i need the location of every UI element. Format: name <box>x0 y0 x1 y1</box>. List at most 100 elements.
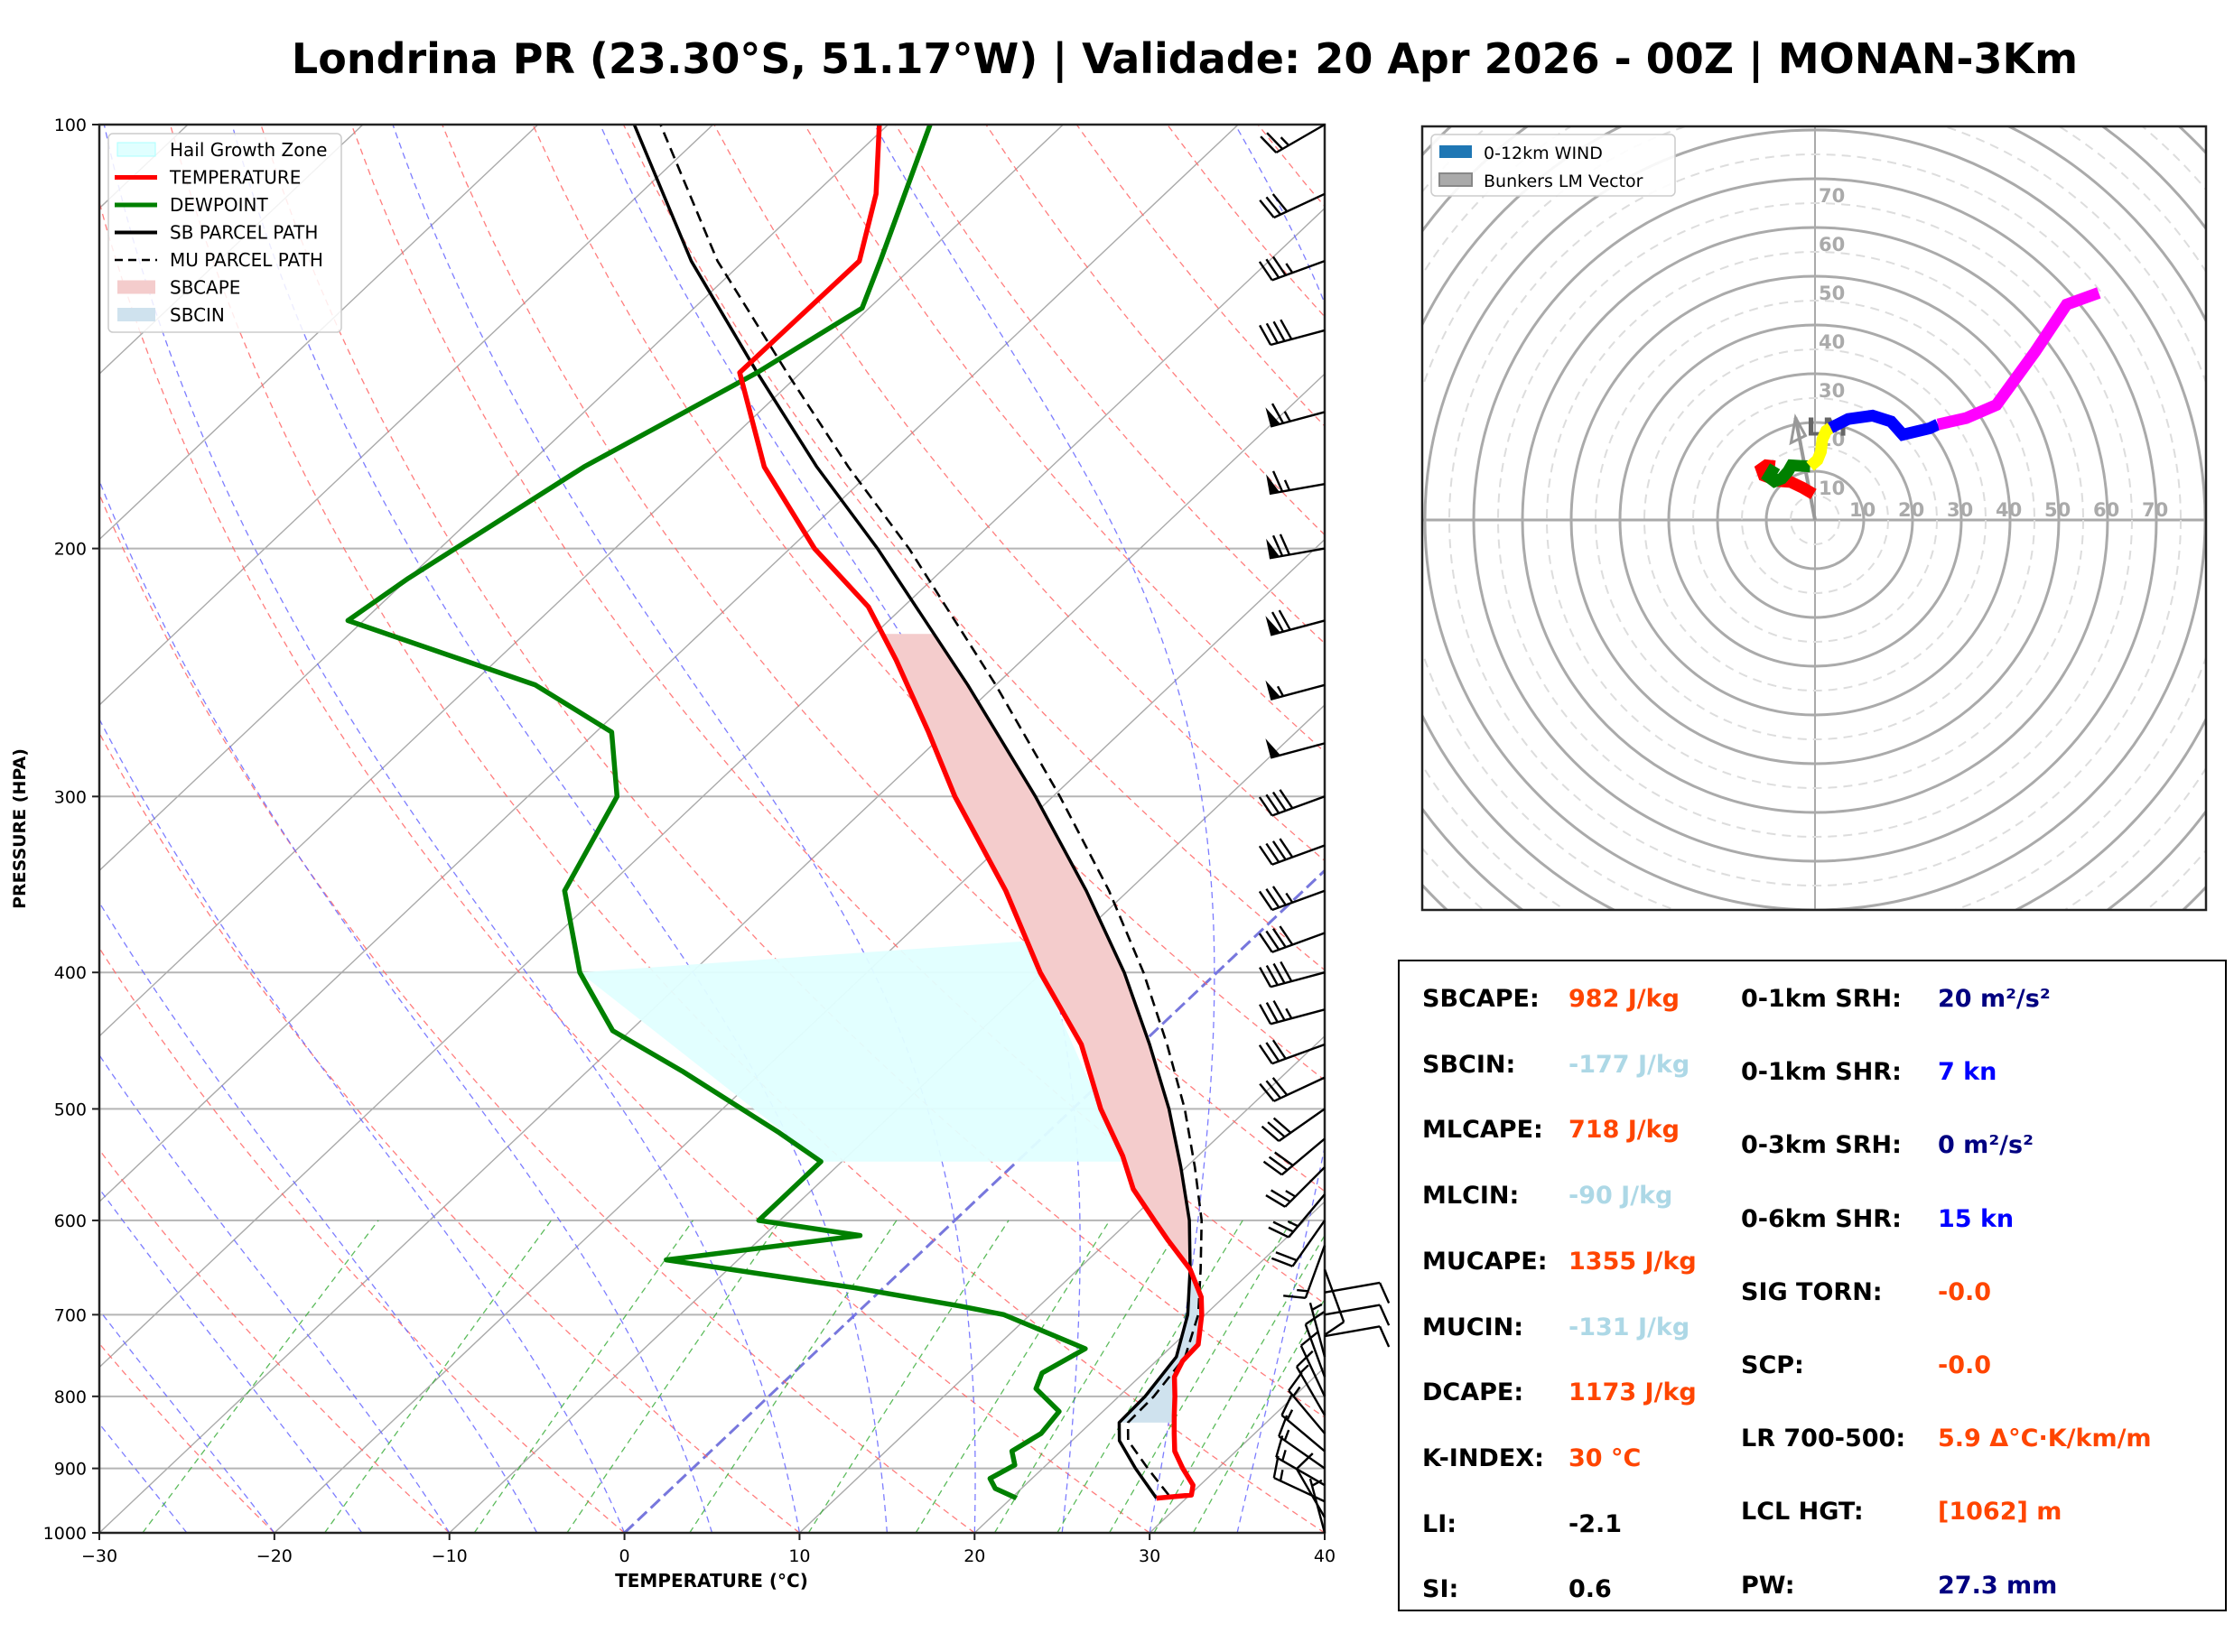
wind-barb <box>1271 1220 1326 1267</box>
barb-full <box>1279 838 1294 858</box>
barb-staff <box>1280 1414 1326 1452</box>
barb-staff <box>1275 123 1326 154</box>
wind-barb <box>1258 886 1326 912</box>
dewpoint-line <box>345 125 1088 1501</box>
barb-staff <box>1308 1302 1326 1358</box>
isotherm-line <box>449 704 1325 1533</box>
barb-full <box>1265 964 1279 986</box>
y-axis-label: PRESSURE (HPA) <box>10 748 30 909</box>
stat-label: 0-3km SRH: <box>1741 1131 1902 1160</box>
moist-adiabat <box>99 1053 451 1533</box>
barb-staff <box>1275 1456 1326 1487</box>
dry-adiabat <box>99 947 625 1533</box>
wind-barb <box>1258 255 1326 282</box>
barb-full <box>1280 1394 1293 1416</box>
hodo-ring-label-x: 20 <box>1898 499 1924 521</box>
y-tick-label: 600 <box>54 1211 87 1231</box>
stat-label: SIG TORN: <box>1741 1277 1883 1306</box>
barb-full <box>1261 1125 1280 1142</box>
barb-full <box>1283 1295 1306 1300</box>
mixing-ratio-line <box>1056 1220 1243 1533</box>
barb-full <box>1271 611 1285 633</box>
stat-label: 0-1km SRH: <box>1741 985 1902 1013</box>
y-tick-label: 800 <box>54 1387 87 1407</box>
hodo-segment-3-6km <box>1806 422 1834 471</box>
hodograph-frame <box>1420 125 2208 912</box>
stat-value: 5.9 Δ°C·K/km/m <box>1938 1425 2152 1453</box>
hodograph-legend: 0-12km WIND Bunkers LM Vector <box>1430 134 1676 197</box>
y-tick-label: 700 <box>54 1305 87 1325</box>
moist-adiabat <box>99 718 626 1533</box>
stat-value: 718 J/kg <box>1568 1116 1680 1145</box>
sb-parcel-path-line <box>632 125 1192 1499</box>
x-tick-label: −10 <box>432 1546 468 1566</box>
wind-barb <box>1259 1076 1326 1102</box>
mixing-ratio-line <box>915 1220 1111 1533</box>
hodo-ring-minor <box>1741 446 1889 594</box>
legend-swatch <box>117 280 155 294</box>
hodo-ring-label-x: 70 <box>2142 499 2168 521</box>
hodo-ring-minor <box>1497 202 2133 838</box>
wind-barb <box>1275 1435 1326 1487</box>
isotherm-line <box>99 125 1064 1037</box>
y-tick-label: 200 <box>54 540 87 560</box>
isotherm-line <box>99 125 889 872</box>
x-tick-label: 10 <box>788 1546 810 1566</box>
wind-barb <box>1258 1039 1326 1065</box>
barb-full <box>1265 930 1280 951</box>
barb-staff <box>1324 1325 1381 1338</box>
mixing-ratio-line <box>1192 1297 1325 1533</box>
barb-half <box>1285 263 1294 274</box>
wind-barb <box>1265 738 1326 759</box>
moist-adiabat <box>99 901 538 1533</box>
barb-full <box>1272 962 1286 984</box>
barb-full <box>1279 534 1291 555</box>
barb-staff <box>1270 1008 1326 1026</box>
dry-adiabat <box>442 125 1325 1193</box>
mixing-ratio-line <box>323 1220 552 1533</box>
hodo-ring <box>1472 177 2158 863</box>
moist-adiabat <box>99 1187 363 1533</box>
hodo-ring-minor <box>1643 348 1987 691</box>
x-tick-label: 0 <box>619 1546 630 1566</box>
chart-title: Londrina PR (23.30°S, 51.17°W) | Validad… <box>291 34 2079 83</box>
barb-full <box>1280 961 1293 982</box>
x-tick-label: 40 <box>1314 1546 1336 1566</box>
isotherm-line <box>99 125 1239 1203</box>
wind-barb <box>1295 1350 1326 1416</box>
y-tick-label: 100 <box>54 116 87 135</box>
barb-full <box>1265 1194 1286 1208</box>
hodo-ring-label-y: 40 <box>1819 331 1845 353</box>
stat-value: 20 m²/s² <box>1938 985 2051 1013</box>
wind-barb <box>1272 1455 1326 1503</box>
stat-value: 27.3 mm <box>1938 1571 2058 1600</box>
barb-staff <box>1295 1366 1326 1416</box>
stat-label: LR 700-500: <box>1741 1425 1906 1453</box>
stat-value: -0.0 <box>1938 1351 1992 1379</box>
hodo-ring <box>1716 421 1914 619</box>
wind-barb <box>1265 403 1326 428</box>
stat-value: 15 kn <box>1938 1204 2015 1233</box>
dry-adiabat <box>99 492 975 1533</box>
barb-full <box>1265 1042 1280 1063</box>
barb-full <box>1271 534 1284 557</box>
wind-barb <box>1265 1166 1326 1208</box>
barb-full <box>1268 1226 1289 1239</box>
mixing-ratio-line <box>1108 1220 1292 1533</box>
hodo-ring <box>1618 323 2012 717</box>
barb-full <box>1279 789 1294 809</box>
mixing-ratio-line <box>566 1220 782 1533</box>
barb-staff <box>1270 329 1326 347</box>
barb-flag <box>1266 474 1280 494</box>
hodo-ring-label-x: 40 <box>1996 499 2022 521</box>
wind-barb <box>1258 838 1326 866</box>
moist-adiabat <box>1234 125 1325 1533</box>
barb-full <box>1267 1121 1286 1138</box>
stat-label: 0-6km SHR: <box>1741 1204 1902 1233</box>
mixing-ratio-line <box>993 1220 1185 1533</box>
legend-label: 0-12km WIND <box>1484 144 1603 163</box>
hodo-ring-minor <box>1448 153 2182 886</box>
stat-label: DCAPE: <box>1422 1378 1524 1407</box>
hodo-segment-9-12km <box>1936 287 2101 431</box>
stat-label: LCL HGT: <box>1741 1498 1864 1527</box>
